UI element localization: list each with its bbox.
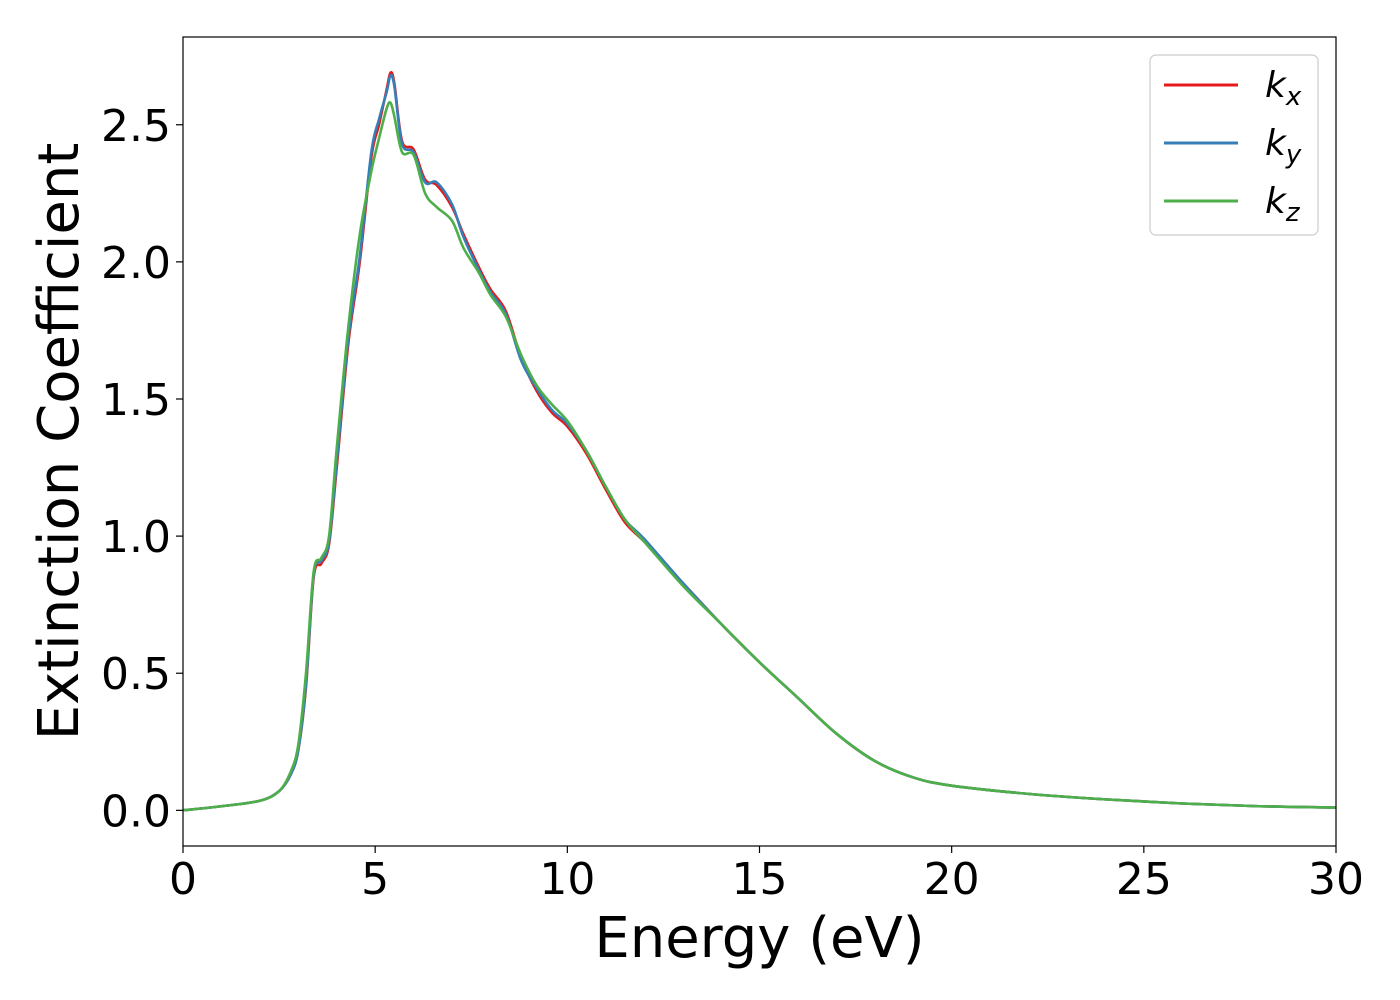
series-line-k-z: [183, 100, 1336, 812]
y-tick-label: 2.5: [101, 101, 171, 152]
x-tick-label: 0: [169, 854, 197, 905]
y-tick-label: 1.0: [101, 512, 171, 563]
y-tick-label: 1.5: [101, 375, 171, 426]
y-tick-label: 2.0: [101, 238, 171, 289]
x-tick-label: 10: [539, 854, 595, 905]
x-tick-label: 5: [361, 854, 389, 905]
legend-label-k-y: ky: [1265, 123, 1302, 170]
y-tick-label: 0.5: [101, 649, 171, 700]
legend: kx ky kz: [1149, 54, 1319, 236]
x-tick-label: 20: [924, 854, 980, 905]
x-tick-label: 15: [732, 854, 788, 905]
x-axis-ticks: 0 5 10 15 20 25 30: [169, 846, 1364, 905]
legend-label-k-x: kx: [1265, 65, 1302, 112]
x-axis-label: Energy (eV): [594, 906, 924, 971]
legend-label-k-z: kz: [1265, 181, 1301, 228]
x-tick-label: 25: [1116, 854, 1172, 905]
y-axis-ticks: 0.0 0.5 1.0 1.5 2.0 2.5: [101, 101, 183, 837]
x-tick-label: 30: [1308, 854, 1364, 905]
y-axis-label: Extinction Coefficient: [27, 143, 92, 741]
legend-box: [1149, 54, 1319, 236]
y-tick-label: 0.0: [101, 786, 171, 837]
